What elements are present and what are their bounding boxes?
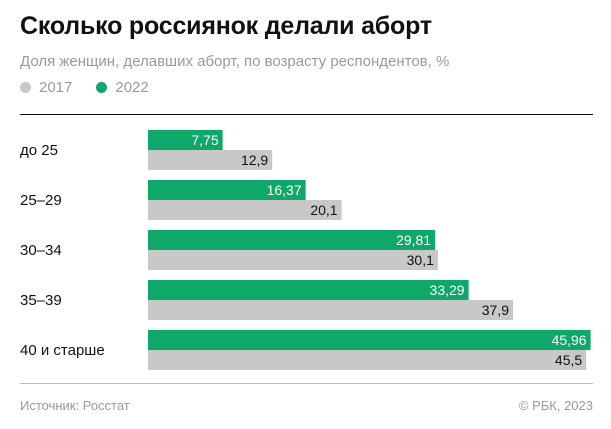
bar-2022-25-29 xyxy=(148,180,306,200)
category-label-under-25: до 25 xyxy=(20,142,58,159)
bottom-divider xyxy=(20,383,593,384)
value-label-2022-40-plus: 45,96 xyxy=(552,332,587,348)
category-label-25-29: 25–29 xyxy=(20,192,62,209)
legend-label-2017: 2017 xyxy=(39,79,73,96)
category-label-40-plus: 40 и старше xyxy=(20,342,105,359)
bar-2022-40-plus xyxy=(148,330,591,350)
source-note: Источник: Росстат xyxy=(20,398,130,413)
value-label-2022-35-39: 33,29 xyxy=(430,282,465,298)
bar-2017-35-39 xyxy=(148,300,513,320)
top-divider xyxy=(20,114,593,115)
value-label-2017-40-plus: 45,5 xyxy=(555,352,582,368)
chart-title: Сколько россиянок делали аборт xyxy=(20,12,432,40)
bar-2022-35-39 xyxy=(148,280,469,300)
legend-item-2017: 2017 xyxy=(20,79,72,96)
legend-item-2022: 2022 xyxy=(96,79,149,96)
bar-2022-30-34 xyxy=(148,230,436,250)
bar-2022-under-25 xyxy=(148,130,223,150)
bar-2017-40-plus xyxy=(148,350,587,370)
bar-2017-30-34 xyxy=(148,250,438,270)
category-label-35-39: 35–39 xyxy=(20,292,62,309)
value-label-2017-under-25: 12,9 xyxy=(241,152,268,168)
legend-swatch-2017 xyxy=(20,82,31,93)
copyright-note: © РБК, 2023 xyxy=(518,398,593,413)
value-label-2017-25-29: 20,1 xyxy=(310,202,337,218)
bar-2017-25-29 xyxy=(148,200,342,220)
category-label-30-34: 30–34 xyxy=(20,242,62,259)
value-label-2022-under-25: 7,75 xyxy=(191,132,218,148)
bar-2017-under-25 xyxy=(148,150,273,170)
value-label-2022-30-34: 29,81 xyxy=(396,232,431,248)
legend-swatch-2022 xyxy=(96,82,108,93)
chart-subtitle: Доля женщин, делавших аборт, по возрасту… xyxy=(20,53,450,70)
value-label-2017-30-34: 30,1 xyxy=(407,252,434,268)
legend-label-2022: 2022 xyxy=(115,79,149,96)
value-label-2022-25-29: 16,37 xyxy=(267,182,302,198)
value-label-2017-35-39: 37,9 xyxy=(482,302,509,318)
legend: 2017 2022 xyxy=(20,79,173,96)
